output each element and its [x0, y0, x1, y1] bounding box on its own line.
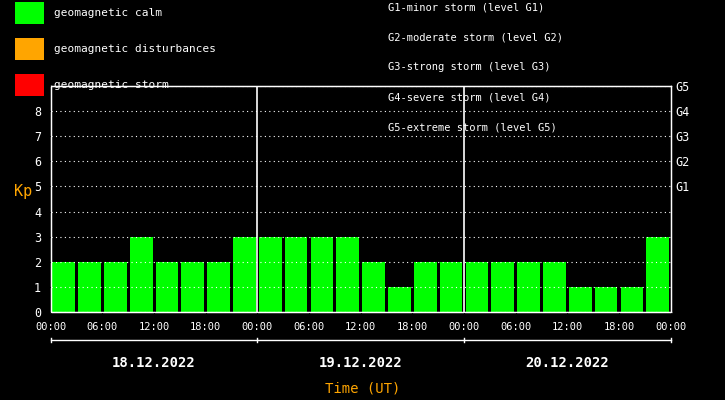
Text: Time (UT): Time (UT): [325, 382, 400, 396]
Bar: [130, 237, 152, 312]
Text: G1-minor storm (level G1): G1-minor storm (level G1): [388, 2, 544, 12]
Text: 19.12.2022: 19.12.2022: [319, 356, 402, 370]
Bar: [647, 237, 669, 312]
Text: G3-strong storm (level G3): G3-strong storm (level G3): [388, 62, 550, 72]
Bar: [259, 237, 281, 312]
Bar: [310, 237, 334, 312]
Bar: [336, 237, 359, 312]
Text: G4-severe storm (level G4): G4-severe storm (level G4): [388, 92, 550, 102]
Bar: [362, 262, 385, 312]
Text: geomagnetic calm: geomagnetic calm: [54, 8, 162, 18]
Bar: [285, 237, 307, 312]
Bar: [569, 287, 592, 312]
Bar: [621, 287, 643, 312]
Text: geomagnetic disturbances: geomagnetic disturbances: [54, 44, 216, 54]
Bar: [543, 262, 566, 312]
Bar: [465, 262, 488, 312]
Bar: [207, 262, 230, 312]
Bar: [156, 262, 178, 312]
Bar: [440, 262, 463, 312]
Bar: [594, 287, 618, 312]
Bar: [492, 262, 514, 312]
Bar: [78, 262, 101, 312]
Text: G5-extreme storm (level G5): G5-extreme storm (level G5): [388, 122, 557, 132]
Text: geomagnetic storm: geomagnetic storm: [54, 80, 169, 90]
Bar: [52, 262, 75, 312]
Text: G2-moderate storm (level G2): G2-moderate storm (level G2): [388, 32, 563, 42]
Bar: [181, 262, 204, 312]
Text: 20.12.2022: 20.12.2022: [526, 356, 609, 370]
Bar: [233, 237, 256, 312]
Bar: [104, 262, 127, 312]
Text: 18.12.2022: 18.12.2022: [112, 356, 196, 370]
Y-axis label: Kp: Kp: [14, 184, 32, 199]
Bar: [414, 262, 436, 312]
Bar: [517, 262, 540, 312]
Bar: [388, 287, 411, 312]
